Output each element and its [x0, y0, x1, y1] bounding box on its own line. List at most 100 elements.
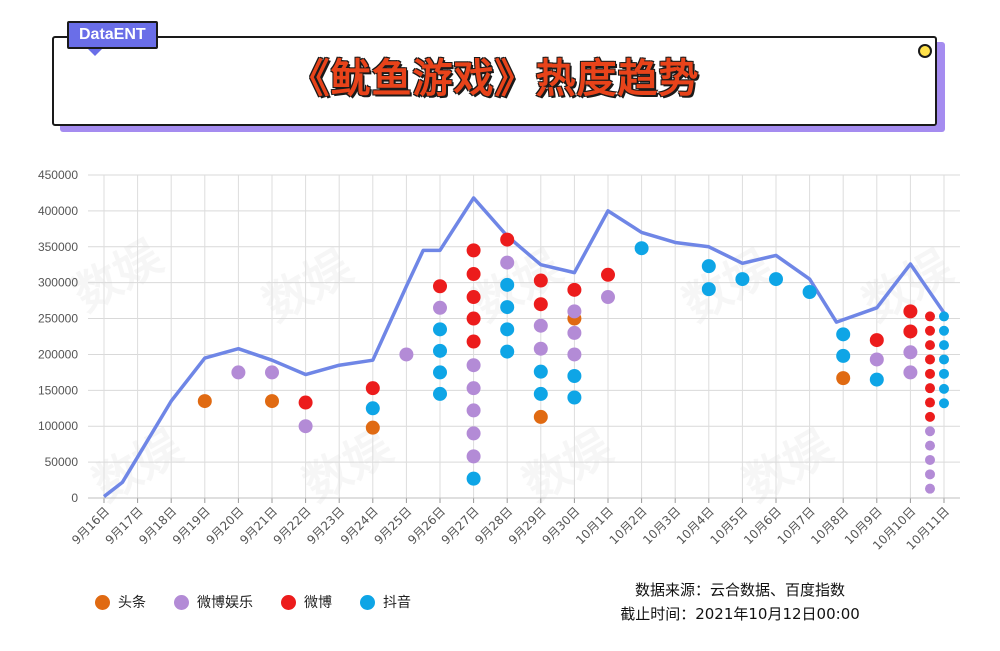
dot-weibo-ent: [925, 454, 935, 465]
dot-weibo-ent: [466, 403, 481, 418]
y-tick-label: 150000: [38, 383, 78, 397]
dot-douyin: [500, 322, 515, 337]
dot-douyin: [769, 272, 783, 287]
dot-weibo: [298, 395, 313, 410]
dot-douyin: [567, 390, 582, 405]
dot-douyin: [533, 364, 548, 379]
dot-douyin: [939, 354, 949, 365]
page-fold-corner: [919, 108, 935, 124]
dot-toutiao: [265, 394, 279, 409]
dot-weibo-ent: [925, 440, 935, 451]
dot-douyin: [802, 284, 817, 299]
legend: 头条 微博娱乐 微博 抖音: [95, 592, 411, 612]
dot-weibo-ent: [466, 449, 481, 464]
dot-weibo-ent: [399, 347, 414, 362]
dot-douyin: [939, 325, 949, 336]
dot-weibo-ent: [433, 300, 447, 315]
legend-label: 微博娱乐: [197, 595, 253, 611]
dot-weibo-ent: [601, 290, 615, 305]
dot-weibo-ent: [567, 304, 582, 319]
dot-weibo-ent: [869, 352, 884, 367]
legend-label: 头条: [118, 595, 146, 611]
dot-weibo-ent: [231, 365, 246, 380]
dot-weibo: [925, 354, 935, 365]
dot-douyin: [500, 344, 515, 359]
dot-weibo-ent: [466, 381, 481, 396]
title-banner: [52, 36, 937, 126]
dot-weibo: [903, 304, 918, 319]
dot-douyin: [433, 343, 447, 358]
legend-label: 微博: [304, 595, 332, 611]
dot-weibo: [567, 282, 582, 297]
dot-douyin: [939, 398, 949, 409]
heat-trend-line: [102, 196, 946, 498]
dot-douyin: [836, 348, 851, 363]
dot-weibo: [925, 311, 935, 322]
legend-marker: [95, 594, 110, 610]
dot-weibo: [533, 273, 548, 288]
y-tick-label: 300000: [38, 276, 78, 290]
dot-douyin: [634, 241, 649, 256]
legend-item-weibo-ent: 微博娱乐: [174, 592, 253, 612]
yellow-dot-decoration: [918, 44, 932, 58]
dot-weibo: [466, 267, 481, 282]
legend-marker: [174, 594, 189, 610]
dot-weibo-ent: [533, 341, 548, 356]
dot-douyin: [433, 322, 447, 337]
dot-douyin: [701, 259, 716, 274]
dot-douyin: [939, 368, 949, 379]
y-tick-label: 50000: [45, 455, 79, 469]
dot-douyin: [869, 372, 884, 387]
dot-weibo: [500, 232, 515, 247]
dot-weibo: [925, 397, 935, 408]
source-line: 数据来源：云合数据、百度指数: [634, 581, 845, 599]
legend-item-weibo: 微博: [281, 592, 332, 612]
y-tick-label: 400000: [38, 204, 78, 218]
dot-douyin: [939, 340, 949, 351]
dot-douyin: [365, 401, 380, 416]
dot-douyin: [567, 368, 582, 383]
legend-item-toutiao: 头条: [95, 592, 146, 612]
dot-weibo-ent: [567, 325, 582, 340]
dot-weibo: [466, 243, 481, 258]
dot-weibo: [925, 325, 935, 336]
dot-weibo-ent: [903, 365, 918, 380]
source-note: 数据来源：云合数据、百度指数 截止时间：2021年10月12日00:00: [590, 578, 890, 626]
dot-weibo: [466, 290, 481, 305]
dot-weibo: [925, 411, 935, 422]
y-tick-label: 250000: [38, 312, 78, 326]
dot-weibo: [433, 279, 447, 294]
dot-weibo-ent: [265, 365, 279, 380]
dot-weibo: [925, 340, 935, 351]
chart-title: 《鱿鱼游戏》热度趋势: [289, 56, 700, 102]
dot-weibo-ent: [903, 345, 918, 360]
dot-weibo-ent: [925, 483, 935, 494]
dot-weibo-ent: [925, 426, 935, 437]
dot-douyin: [466, 471, 481, 486]
dot-weibo-ent: [500, 255, 515, 270]
legend-marker: [281, 594, 296, 610]
dot-douyin: [701, 282, 716, 297]
y-tick-label: 450000: [38, 168, 78, 182]
y-tick-label: 100000: [38, 419, 78, 433]
dot-weibo: [925, 368, 935, 379]
dot-toutiao: [197, 394, 212, 409]
dot-weibo-ent: [925, 469, 935, 480]
dot-toutiao: [836, 371, 851, 386]
y-tick-label: 200000: [38, 347, 78, 361]
dot-weibo: [365, 381, 380, 396]
y-tick-label: 350000: [38, 240, 78, 254]
dot-douyin: [836, 327, 851, 342]
legend-item-douyin: 抖音: [360, 592, 411, 612]
dot-weibo-ent: [298, 419, 313, 434]
dot-douyin: [500, 300, 515, 315]
brand-tag-tail: [86, 47, 104, 56]
dot-weibo: [466, 334, 481, 349]
dot-weibo: [533, 297, 548, 312]
dot-weibo-ent: [533, 318, 548, 333]
y-tick-label: 0: [71, 491, 78, 505]
dot-weibo: [903, 324, 918, 339]
dot-weibo: [869, 333, 884, 348]
